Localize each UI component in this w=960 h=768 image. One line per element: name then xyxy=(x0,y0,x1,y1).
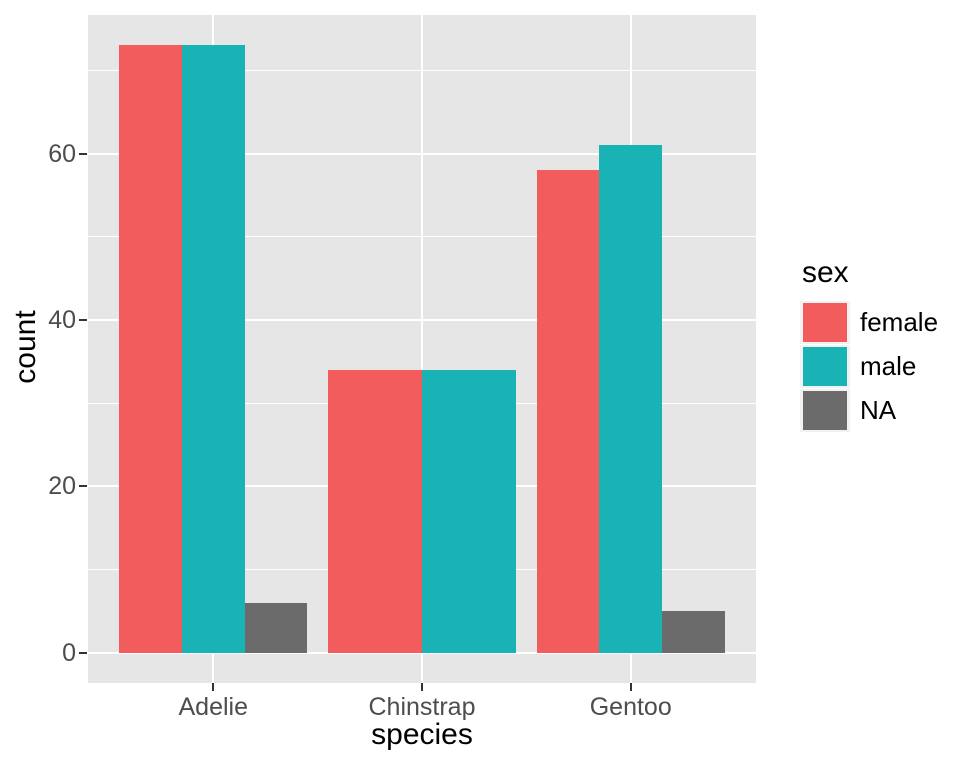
y-tick-label-60: 60 xyxy=(48,139,76,168)
legend-key-male xyxy=(800,344,850,388)
gridline-major-x-chinstrap xyxy=(421,15,423,683)
legend-swatch-male xyxy=(803,346,847,386)
legend-title: sex xyxy=(802,256,849,289)
legend-item-na: NA xyxy=(800,388,938,432)
y-tick-mark-60 xyxy=(79,152,87,155)
plot-panel xyxy=(88,15,756,683)
y-tick-mark-40 xyxy=(79,318,87,321)
y-tick-label-0: 0 xyxy=(62,638,76,667)
legend-key-na xyxy=(800,388,850,432)
legend-label-na: NA xyxy=(860,394,897,425)
x-axis-title: species xyxy=(371,718,473,751)
y-tick-mark-0 xyxy=(79,651,87,654)
bar-gentoo-female xyxy=(536,170,600,653)
legend-items: female male NA xyxy=(800,300,938,432)
y-axis-title: count xyxy=(9,310,42,384)
bar-chinstrap-female xyxy=(328,369,422,653)
bar-adelie-female xyxy=(119,45,182,653)
x-tick-label-gentoo: Gentoo xyxy=(589,693,672,721)
legend-swatch-na xyxy=(803,390,847,430)
y-tick-label-20: 20 xyxy=(48,472,76,501)
legend-key-female xyxy=(800,300,850,344)
x-tick-mark-chinstrap xyxy=(421,683,423,691)
bar-adelie-na xyxy=(244,602,308,653)
legend: sex female male NA xyxy=(800,256,938,432)
legend-swatch-female xyxy=(803,302,847,342)
bar-gentoo-na xyxy=(662,611,725,653)
x-tick-mark-adelie xyxy=(212,683,215,691)
legend-item-female: female xyxy=(800,300,938,344)
legend-label-female: female xyxy=(860,306,939,337)
bar-chinstrap-male xyxy=(422,369,516,653)
x-tick-label-adelie: Adelie xyxy=(178,693,249,721)
bar-gentoo-male xyxy=(599,145,663,653)
bar-adelie-male xyxy=(181,45,245,653)
legend-item-male: male xyxy=(800,344,938,388)
x-tick-label-chinstrap: Chinstrap xyxy=(368,693,476,721)
y-tick-label-40: 40 xyxy=(48,305,76,334)
legend-label-male: male xyxy=(860,350,917,381)
x-tick-mark-gentoo xyxy=(629,683,632,691)
y-tick-mark-20 xyxy=(79,485,87,488)
